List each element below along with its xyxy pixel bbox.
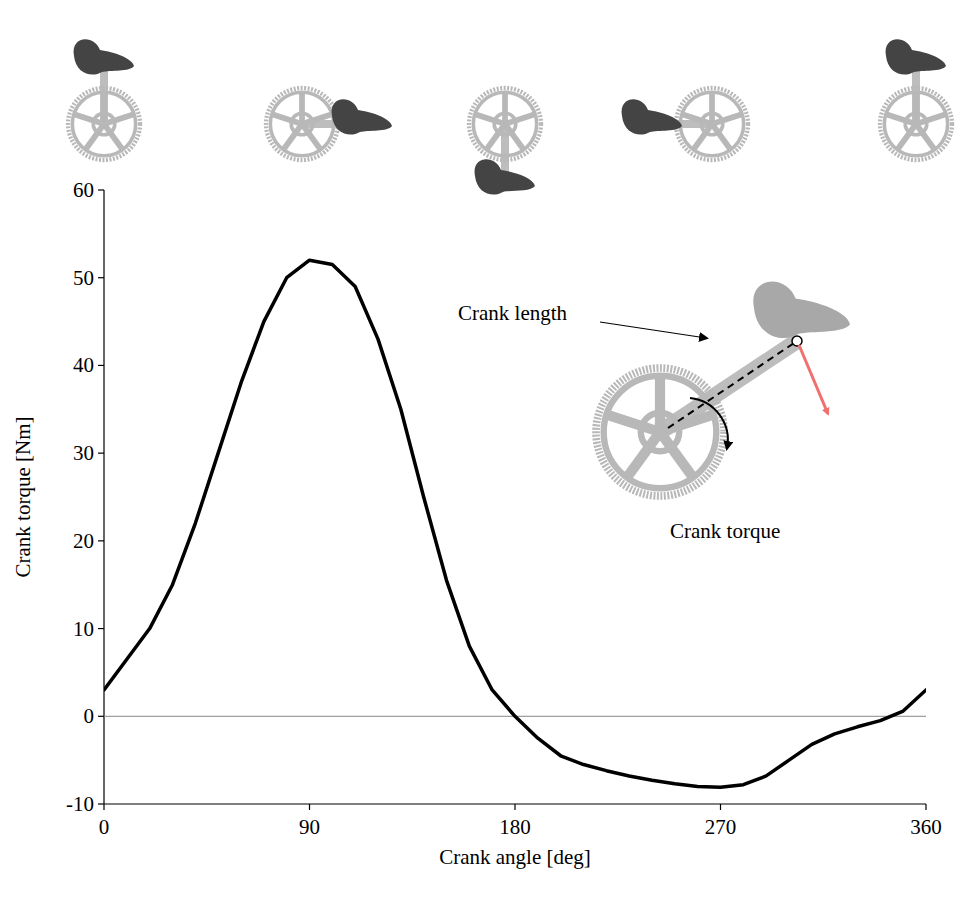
- x-tick-label: 180: [499, 815, 531, 839]
- y-tick-label: 10: [73, 617, 94, 641]
- shoe: [475, 159, 535, 194]
- x-axis-title: Crank angle [deg]: [439, 845, 591, 869]
- chart: Crank lengthCrank torque-100102030405060…: [0, 0, 955, 900]
- hub: [905, 113, 927, 135]
- y-tick: [98, 453, 104, 454]
- y-tick-label: 50: [73, 266, 94, 290]
- crank-length-line: [668, 341, 797, 428]
- leader-line: [600, 322, 706, 338]
- annotation: Crank torque: [670, 519, 780, 543]
- y-tick: [98, 189, 104, 190]
- hub: [93, 113, 115, 135]
- ring-teeth: [676, 88, 748, 160]
- y-tick: [98, 365, 104, 366]
- ring-body: [604, 376, 717, 489]
- chainring: [880, 88, 952, 160]
- x-tick-label: 360: [910, 815, 942, 839]
- y-axis: [103, 190, 104, 804]
- x-tick: [720, 804, 721, 810]
- chainring: [596, 368, 724, 496]
- spoke: [299, 93, 305, 124]
- x-tick-label: 0: [99, 815, 110, 839]
- hub: [494, 113, 516, 135]
- y-tick: [98, 628, 104, 629]
- y-tick-label: 20: [73, 529, 94, 553]
- ring-teeth: [266, 88, 338, 160]
- crank-icon: [880, 39, 952, 160]
- chainring: [266, 88, 338, 160]
- shoe: [622, 99, 682, 134]
- ring-body: [884, 92, 947, 155]
- x-tick: [514, 804, 515, 810]
- chainring: [469, 88, 541, 160]
- crank-icon: [622, 88, 748, 160]
- spoke: [655, 378, 665, 432]
- crank-icon: [68, 39, 140, 160]
- shoe: [753, 282, 850, 338]
- y-tick-label: 0: [84, 704, 95, 728]
- ring-teeth: [469, 88, 541, 160]
- ring-body: [270, 92, 333, 155]
- ring-body: [72, 92, 135, 155]
- crank-icon: [469, 88, 541, 195]
- x-tick: [925, 804, 926, 810]
- spoke: [709, 93, 715, 124]
- x-tick: [309, 804, 310, 810]
- pedal-axle: [792, 336, 802, 346]
- ring-body: [680, 92, 743, 155]
- x-tick-label: 270: [705, 815, 737, 839]
- inset-diagram: Crank length Crank torque: [458, 282, 850, 543]
- y-tick-label: 60: [73, 178, 94, 202]
- y-tick-label: 30: [73, 441, 94, 465]
- hub: [641, 413, 679, 451]
- crank-arm: [660, 341, 797, 432]
- force-arrow: [799, 345, 828, 414]
- shoe: [74, 39, 134, 74]
- crank-icon: [266, 88, 392, 160]
- spoke: [101, 93, 107, 124]
- ring-teeth: [596, 368, 724, 496]
- spoke: [913, 93, 919, 124]
- shoe: [332, 99, 392, 134]
- axes: -100102030405060090180270360: [66, 178, 942, 839]
- chainring: [68, 88, 140, 160]
- y-axis-title: Crank torque [Nm]: [11, 417, 35, 578]
- hub: [701, 113, 723, 135]
- y-tick: [98, 540, 104, 541]
- x-tick: [103, 804, 104, 810]
- torque-arrow: [690, 398, 728, 448]
- x-tick-label: 90: [299, 815, 320, 839]
- shoe: [886, 39, 946, 74]
- ring-teeth: [68, 88, 140, 160]
- y-tick: [98, 277, 104, 278]
- annotation: Crank length: [458, 301, 568, 325]
- y-tick-label: 40: [73, 353, 94, 377]
- spoke: [502, 93, 508, 124]
- chainring: [676, 88, 748, 160]
- y-tick-label: -10: [66, 792, 94, 816]
- y-tick: [98, 716, 104, 717]
- y-tick: [98, 803, 104, 804]
- ring-teeth: [880, 88, 952, 160]
- hub: [291, 113, 313, 135]
- torque-line: [104, 260, 926, 787]
- plot-data: [104, 260, 926, 787]
- ring-body: [473, 92, 536, 155]
